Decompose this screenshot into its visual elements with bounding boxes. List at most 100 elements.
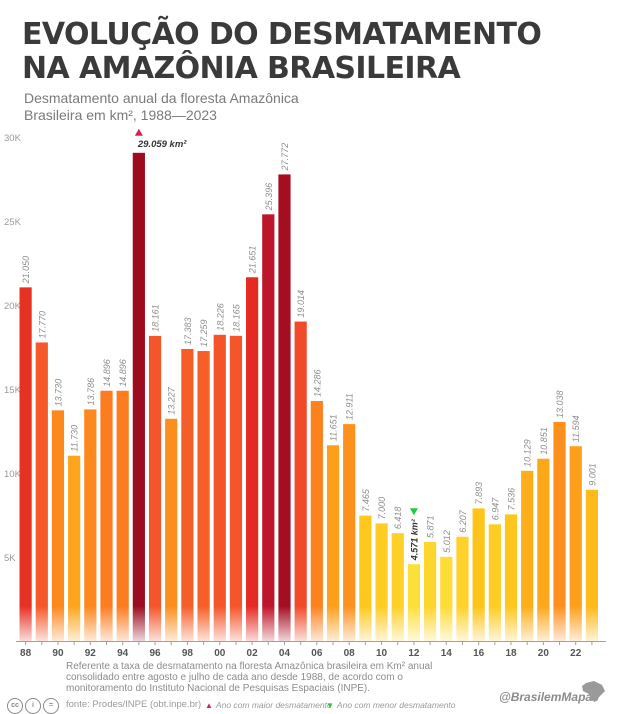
data-label: 17.770 bbox=[37, 311, 47, 339]
footnote-line-1: Referente a taxa de desmatamento na flor… bbox=[66, 661, 433, 672]
data-label: 11.730 bbox=[70, 425, 80, 452]
bar bbox=[51, 410, 65, 641]
license-icons: cc i = bbox=[7, 694, 61, 714]
bar bbox=[100, 390, 113, 641]
data-label: 6.418 bbox=[393, 507, 403, 530]
data-label: 17.383 bbox=[183, 317, 193, 345]
data-label: 5.871 bbox=[426, 515, 436, 538]
brand-handle: @BrasilemMapas bbox=[499, 690, 599, 704]
bar bbox=[229, 335, 243, 641]
data-label: 13.786 bbox=[86, 378, 96, 406]
bar bbox=[19, 287, 32, 641]
x-tick-label: 10 bbox=[376, 648, 388, 659]
data-label: 7.893 bbox=[474, 482, 484, 505]
bar bbox=[569, 446, 582, 641]
y-tick-label: 5K bbox=[4, 553, 16, 564]
footnote-line-3: monitoramento do Instituto Nacional de P… bbox=[66, 683, 371, 694]
chart-subtitle: Desmatamento anual da floresta Amazônica… bbox=[24, 90, 299, 124]
chart-title: EVOLUÇÃO DO DESMATAMENTO NA AMAZÔNIA BRA… bbox=[22, 17, 542, 86]
data-label: 21.651 bbox=[248, 246, 258, 275]
bar bbox=[165, 418, 178, 641]
bar bbox=[553, 421, 566, 641]
bar bbox=[326, 445, 340, 641]
y-tick-label: 30K bbox=[4, 133, 22, 144]
legend-min-label: Ano com menor desmatamento bbox=[336, 700, 456, 710]
data-label: 11.651 bbox=[329, 414, 339, 441]
title-line-2: NA AMAZÔNIA BRASILEIRA bbox=[22, 51, 461, 86]
x-tick-label: 88 bbox=[20, 648, 32, 659]
x-tick-label: 18 bbox=[505, 648, 517, 659]
bar bbox=[84, 409, 97, 641]
x-tick-label: 04 bbox=[279, 648, 291, 659]
data-label: 12.911 bbox=[345, 393, 355, 420]
bar bbox=[521, 470, 534, 641]
x-tick-label: 02 bbox=[247, 648, 259, 659]
footnote: Referente a taxa de desmatamento na flor… bbox=[66, 661, 432, 694]
x-tick-label: 90 bbox=[52, 648, 64, 659]
bar bbox=[116, 390, 129, 641]
bar bbox=[246, 277, 259, 641]
y-tick-label: 10K bbox=[4, 469, 22, 480]
min-marker bbox=[409, 508, 418, 516]
data-label: 7.465 bbox=[361, 488, 371, 512]
bar bbox=[148, 335, 162, 641]
data-label: 13.730 bbox=[53, 379, 63, 407]
max-marker bbox=[134, 128, 143, 136]
bar bbox=[278, 174, 291, 641]
data-label: 6.947 bbox=[490, 497, 500, 521]
x-tick-label: 06 bbox=[311, 648, 323, 659]
data-label: 18.165 bbox=[231, 303, 241, 332]
data-label: 9.001 bbox=[587, 463, 597, 486]
x-tick-label: 16 bbox=[473, 648, 485, 659]
legend-max: ▲ Ano com maior desmatamento bbox=[205, 700, 332, 710]
y-tick-label: 25K bbox=[4, 217, 22, 228]
data-label: 18.226 bbox=[215, 303, 225, 331]
footnote-line-2: consolidado entre agosto e julho de cada… bbox=[66, 672, 403, 683]
subtitle-line-1: Desmatamento anual da floresta Amazônica bbox=[24, 90, 299, 106]
bar bbox=[343, 424, 356, 641]
by-icon: i bbox=[25, 698, 41, 714]
data-label: 7.000 bbox=[377, 497, 387, 520]
data-label: 18.161 bbox=[151, 304, 161, 332]
triangle-up-icon: ▲ bbox=[205, 701, 213, 710]
x-tick-label: 92 bbox=[85, 648, 97, 659]
legend-max-label: Ano com maior desmatamento bbox=[215, 700, 332, 710]
data-label: 6.207 bbox=[458, 509, 468, 533]
bar bbox=[132, 152, 145, 641]
x-tick-label: 00 bbox=[214, 648, 226, 659]
data-label: 13.227 bbox=[167, 386, 177, 415]
cc-icon: cc bbox=[7, 698, 23, 714]
bar bbox=[213, 334, 226, 641]
triangle-down-icon: ▼ bbox=[326, 701, 334, 710]
max-data-label: 29.059 km² bbox=[137, 139, 187, 150]
bar bbox=[585, 489, 598, 641]
bar bbox=[68, 455, 81, 641]
data-label: 10.851 bbox=[539, 427, 549, 455]
x-tick-label: 12 bbox=[408, 648, 420, 659]
data-label: 27.772 bbox=[280, 143, 290, 172]
data-label: 10.129 bbox=[523, 439, 533, 467]
min-data-label: 4.571 km² bbox=[409, 518, 419, 561]
bar bbox=[537, 458, 550, 641]
bar bbox=[181, 348, 194, 641]
data-label: 17.259 bbox=[199, 320, 209, 348]
sa-icon: = bbox=[43, 698, 59, 714]
x-tick-label: 22 bbox=[570, 648, 582, 659]
data-label: 14.896 bbox=[118, 359, 128, 387]
source-text: fonte: Prodes/INPE (obt.inpe.br) bbox=[66, 699, 202, 710]
x-tick-label: 20 bbox=[538, 648, 550, 659]
x-tick-label: 96 bbox=[149, 648, 161, 659]
data-label: 5.012 bbox=[442, 530, 452, 553]
title-line-1: EVOLUÇÃO DO DESMATAMENTO bbox=[22, 17, 542, 52]
data-label: 14.896 bbox=[102, 359, 112, 387]
data-label: 14.286 bbox=[312, 369, 322, 397]
x-tick-label: 08 bbox=[344, 648, 356, 659]
bar bbox=[294, 321, 307, 641]
data-label: 19.014 bbox=[296, 290, 306, 318]
legend-min: ▼ Ano com menor desmatamento bbox=[326, 700, 456, 710]
bar bbox=[35, 342, 48, 641]
data-label: 7.536 bbox=[507, 488, 517, 511]
y-tick-label: 15K bbox=[4, 385, 22, 396]
x-tick-label: 98 bbox=[182, 648, 194, 659]
